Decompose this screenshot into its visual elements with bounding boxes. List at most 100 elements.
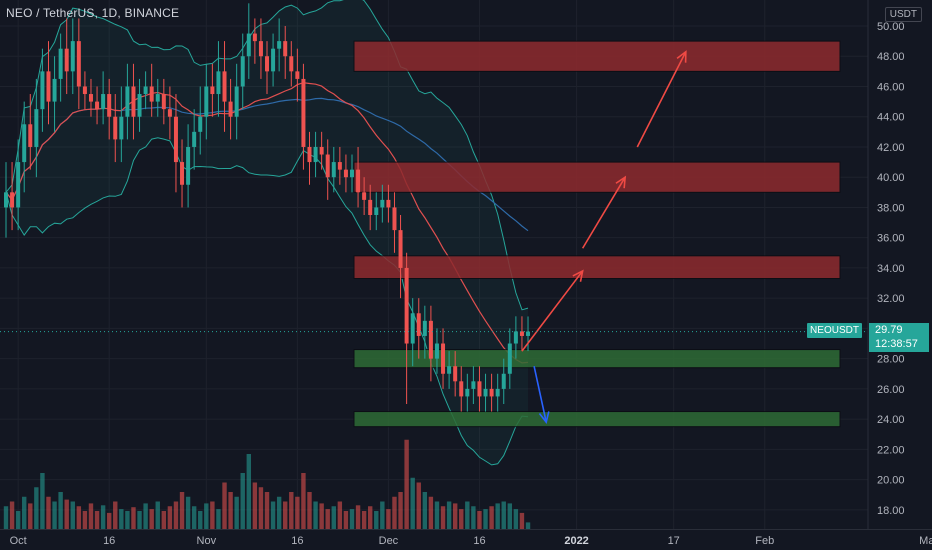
time-tick-label: Mar <box>919 535 932 547</box>
candle-body <box>119 116 124 140</box>
candle-body <box>501 373 506 389</box>
price-axis-panel[interactable] <box>868 0 932 530</box>
volume-bar <box>270 501 276 530</box>
candle-body <box>453 366 458 382</box>
volume-bar <box>325 509 330 530</box>
volume-bar <box>452 503 458 530</box>
trend-arrow-head <box>676 50 687 63</box>
volume-bar <box>374 511 379 530</box>
candle-body <box>477 381 482 397</box>
candle-body <box>88 94 93 102</box>
volume-bar <box>519 512 525 530</box>
time-tick-label: 16 <box>291 535 303 547</box>
candle-body <box>161 94 166 110</box>
volume-bar <box>501 501 506 530</box>
candle-body <box>380 199 385 208</box>
time-tick-label: Nov <box>197 535 217 547</box>
resistance-zone[interactable] <box>353 161 841 193</box>
currency-unit-badge[interactable]: USDT <box>884 7 922 22</box>
candle-body <box>404 267 409 344</box>
volume-bar <box>264 492 270 530</box>
volume-bar <box>228 492 233 530</box>
price-tick-label: 44.00 <box>877 112 905 124</box>
volume-bar <box>113 501 118 530</box>
candle-body <box>252 33 257 42</box>
price-tick-label: 40.00 <box>877 172 905 184</box>
candle-body <box>107 94 112 117</box>
candle-body <box>40 71 45 110</box>
candle-body <box>167 109 172 117</box>
resistance-zone[interactable] <box>353 255 841 280</box>
candle-body <box>58 48 63 79</box>
candle-body <box>301 78 306 147</box>
candle-body <box>82 86 87 95</box>
candle-body <box>131 86 136 117</box>
candle-body <box>22 124 27 163</box>
candle-body <box>113 116 118 140</box>
ma-20-line <box>5 82 529 364</box>
volume-bar <box>398 492 403 530</box>
candle-body <box>46 71 51 102</box>
candle-body <box>471 381 476 389</box>
time-tick-label: 17 <box>668 535 680 547</box>
time-tick-label: 16 <box>103 535 115 547</box>
forecast-arrows[interactable] <box>521 50 687 424</box>
price-zones[interactable] <box>353 40 841 428</box>
candle-body <box>428 320 433 359</box>
support-zone[interactable] <box>353 411 841 428</box>
trend-arrow[interactable] <box>521 270 584 352</box>
price-tick-label: 38.00 <box>877 202 905 214</box>
candle-body <box>331 162 336 178</box>
volume-bar <box>137 511 142 530</box>
volume-bar <box>392 496 397 530</box>
time-axis-labels: Oct 16 Nov 16 Dec 16 2022 17 Feb Mar <box>10 535 932 547</box>
volume-bar <box>240 473 245 530</box>
volume-bar <box>204 503 209 530</box>
volume-bar <box>355 505 361 530</box>
volume-bar <box>185 496 191 530</box>
time-tick-label: 16 <box>473 535 485 547</box>
price-tick-label: 42.00 <box>877 142 905 154</box>
trend-arrow[interactable] <box>581 176 626 249</box>
trend-arrow[interactable] <box>636 51 687 148</box>
candle-body <box>374 207 379 215</box>
bb-fill <box>6 0 528 465</box>
candle-body <box>180 162 185 185</box>
candle-body <box>483 388 488 397</box>
volume-bar <box>210 501 215 530</box>
candle-body <box>216 71 221 95</box>
volume-bar <box>70 501 75 530</box>
candle-body <box>173 116 178 163</box>
volume-bar <box>319 503 324 530</box>
volume-bar <box>368 506 373 530</box>
candle-body <box>125 86 130 117</box>
time-tick-label: Oct <box>10 535 27 547</box>
candle-body <box>295 71 300 79</box>
trend-arrow[interactable] <box>533 366 548 423</box>
candle-body <box>198 116 203 132</box>
time-tick-label: 2022 <box>564 535 588 547</box>
candle-body <box>465 388 470 397</box>
resistance-zone[interactable] <box>353 40 841 72</box>
candle-body <box>52 78 57 102</box>
support-zone[interactable] <box>353 349 841 369</box>
candle-body <box>155 94 160 102</box>
candle-body <box>307 146 312 163</box>
time-tick-label: Dec <box>379 535 399 547</box>
volume-bar <box>459 509 464 530</box>
volume-bar <box>331 506 336 530</box>
candle-body <box>356 169 361 193</box>
moving-averages <box>5 82 529 364</box>
candle-body <box>10 192 15 208</box>
candle-body <box>265 56 270 72</box>
candle-body <box>192 131 197 147</box>
volume-bar <box>477 511 482 530</box>
bb-upper <box>5 0 529 311</box>
volume-bar <box>167 506 173 530</box>
volume-bar <box>252 482 258 530</box>
volume-bar <box>410 477 415 530</box>
volume-bar <box>46 496 51 530</box>
volume-bar <box>489 506 494 530</box>
volume-bar <box>283 501 288 530</box>
